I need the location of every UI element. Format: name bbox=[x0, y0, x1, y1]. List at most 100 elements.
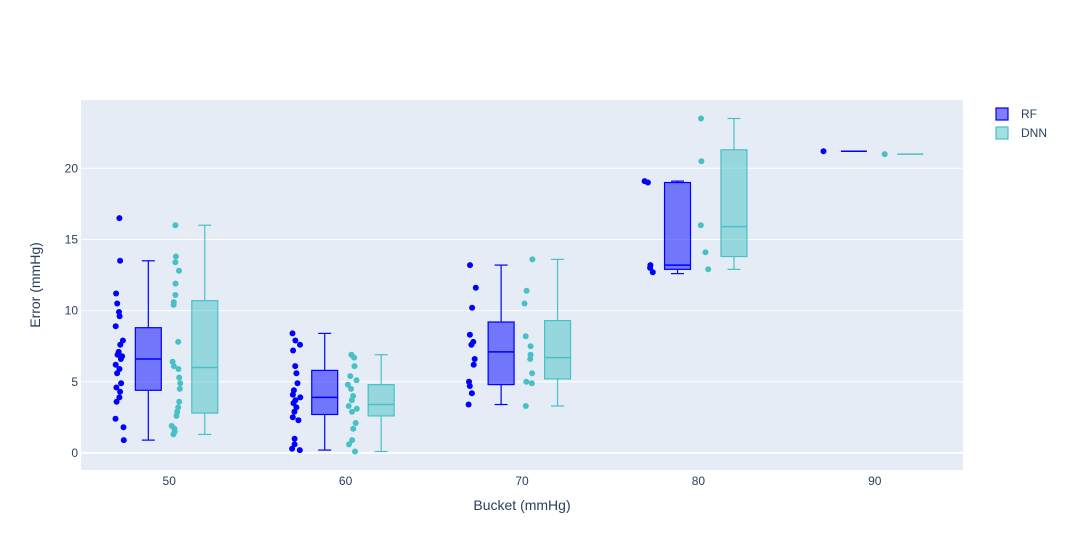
data-point bbox=[467, 262, 473, 269]
data-point bbox=[120, 424, 127, 431]
data-point bbox=[177, 380, 184, 387]
box-dnn-80 bbox=[697, 115, 748, 273]
data-point bbox=[349, 437, 356, 444]
data-point bbox=[112, 361, 119, 368]
data-point bbox=[527, 351, 534, 358]
data-point bbox=[698, 158, 705, 165]
data-point bbox=[350, 425, 357, 432]
data-point bbox=[117, 257, 124, 264]
data-point bbox=[170, 363, 177, 370]
legend-item-dnn[interactable]: DNN bbox=[995, 126, 1047, 140]
data-point bbox=[470, 361, 477, 368]
data-point bbox=[172, 292, 179, 298]
legend-label: RF bbox=[1021, 107, 1037, 121]
data-point bbox=[118, 380, 125, 387]
legend-swatch bbox=[995, 126, 1009, 140]
data-point bbox=[296, 447, 303, 454]
legend-label: DNN bbox=[1021, 126, 1047, 140]
data-point bbox=[295, 417, 302, 424]
data-point bbox=[346, 441, 352, 448]
data-point bbox=[176, 267, 182, 274]
data-point bbox=[170, 431, 177, 438]
box-rf-80 bbox=[641, 178, 692, 276]
data-point bbox=[468, 341, 475, 348]
data-point bbox=[172, 253, 179, 260]
x-tick-label: 80 bbox=[692, 474, 706, 488]
grid-lines bbox=[81, 167, 963, 454]
data-point bbox=[289, 445, 296, 452]
boxes-layer bbox=[112, 115, 924, 455]
data-point bbox=[293, 370, 300, 377]
y-axis-title: Error (mmHg) bbox=[27, 242, 43, 328]
data-point bbox=[522, 333, 529, 340]
data-point bbox=[352, 448, 358, 455]
data-point bbox=[465, 401, 472, 408]
data-point bbox=[172, 280, 179, 287]
box-rf-70 bbox=[465, 262, 515, 408]
data-point bbox=[297, 394, 304, 401]
data-point bbox=[120, 437, 127, 444]
data-point bbox=[472, 284, 479, 291]
data-point bbox=[291, 435, 298, 442]
y-tick-label: 10 bbox=[65, 304, 79, 318]
data-point bbox=[119, 337, 126, 344]
y-tick-label: 15 bbox=[65, 232, 79, 246]
data-point bbox=[523, 287, 530, 294]
box-dnn-70 bbox=[521, 256, 572, 409]
data-point bbox=[469, 304, 476, 311]
data-point bbox=[176, 398, 183, 405]
data-point bbox=[176, 385, 183, 392]
data-point bbox=[527, 343, 534, 350]
data-point bbox=[290, 347, 297, 354]
data-point bbox=[116, 313, 123, 320]
data-point bbox=[647, 264, 654, 271]
legend-item-rf[interactable]: RF bbox=[995, 107, 1037, 121]
data-point bbox=[644, 179, 651, 186]
data-point bbox=[292, 363, 299, 370]
data-point bbox=[820, 148, 827, 155]
y-tick-label: 0 bbox=[71, 446, 78, 460]
data-point bbox=[117, 356, 124, 362]
plot-area bbox=[81, 100, 963, 470]
data-point bbox=[698, 115, 704, 122]
x-tick-label: 60 bbox=[339, 474, 353, 488]
data-point bbox=[523, 378, 530, 385]
box-dnn-60 bbox=[344, 351, 395, 455]
data-point bbox=[112, 415, 119, 422]
data-point bbox=[353, 405, 360, 412]
data-point bbox=[289, 391, 296, 398]
data-point bbox=[170, 301, 177, 308]
data-point bbox=[297, 341, 303, 348]
box-rf-90 bbox=[820, 148, 867, 155]
data-point bbox=[353, 377, 360, 384]
data-point bbox=[173, 412, 180, 419]
x-axis-title: Bucket (mmHg) bbox=[473, 497, 570, 513]
data-point bbox=[349, 408, 355, 415]
box-body bbox=[367, 384, 395, 417]
data-point bbox=[352, 420, 359, 426]
data-point bbox=[702, 249, 709, 256]
data-point bbox=[345, 403, 352, 409]
data-point bbox=[292, 337, 299, 344]
x-tick-label: 70 bbox=[515, 474, 529, 488]
box-body bbox=[487, 321, 515, 386]
data-point bbox=[348, 385, 355, 392]
data-point bbox=[529, 370, 536, 377]
data-point bbox=[466, 331, 473, 338]
x-axis-ticks: 50 60 70 80 90 bbox=[163, 474, 882, 488]
box-body bbox=[311, 369, 339, 416]
data-point bbox=[351, 363, 358, 370]
data-point bbox=[175, 366, 182, 372]
data-point bbox=[471, 356, 478, 362]
y-tick-label: 5 bbox=[71, 375, 78, 389]
data-point bbox=[113, 384, 120, 391]
legend[interactable]: RF DNN bbox=[995, 107, 1047, 140]
data-point bbox=[466, 383, 473, 389]
data-point bbox=[175, 338, 182, 345]
y-tick-label: 20 bbox=[65, 161, 79, 175]
data-point bbox=[116, 215, 123, 222]
data-point bbox=[348, 397, 355, 404]
x-tick-label: 50 bbox=[163, 474, 177, 488]
data-point bbox=[521, 300, 528, 307]
